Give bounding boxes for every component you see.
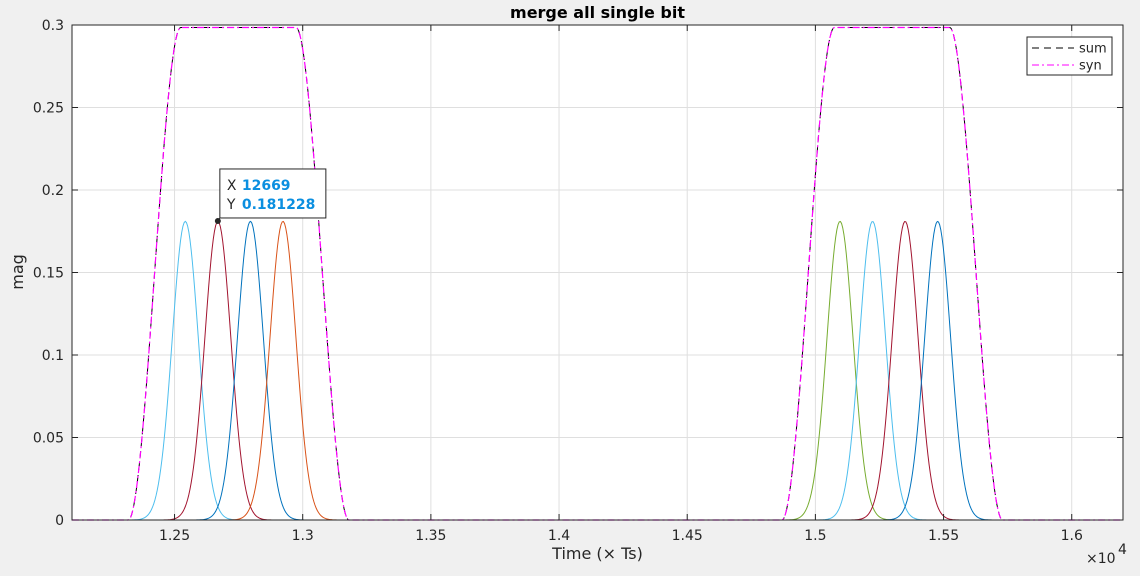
legend[interactable]: sum syn	[1026, 36, 1113, 76]
y-tick-label: 0.2	[42, 183, 64, 199]
y-axis-label: mag	[8, 254, 27, 290]
datatip-y-value: 0.181228	[242, 197, 316, 213]
y-tick-label: 0.3	[42, 18, 64, 34]
x-exponent-power: 4	[1118, 542, 1127, 558]
y-tick-label: 0.25	[33, 101, 64, 117]
x-tick-label: 1.35	[415, 528, 446, 544]
legend-box	[1026, 36, 1113, 76]
datatip-x-value: 12669	[242, 178, 291, 194]
x-exponent-base: ×10	[1086, 551, 1116, 567]
datatip-marker[interactable]	[214, 217, 221, 224]
datatip-y-label: Y	[226, 197, 236, 213]
chart-title: merge all single bit	[510, 3, 685, 22]
x-tick-label: 1.55	[928, 528, 959, 544]
x-tick-label: 1.45	[672, 528, 703, 544]
x-tick-label: 1.5	[804, 528, 826, 544]
x-tick-label: 1.4	[548, 528, 570, 544]
datatip[interactable]: X 12669 Y 0.181228	[214, 168, 327, 224]
x-tick-label: 1.6	[1061, 528, 1083, 544]
y-tick-label: 0	[55, 513, 64, 529]
y-tick-label: 0.1	[42, 348, 64, 364]
x-axis-label: Time (× Ts)	[551, 544, 643, 563]
y-tick-label: 0.15	[33, 266, 64, 282]
legend-label-sum: sum	[1079, 42, 1107, 57]
legend-label-syn: syn	[1079, 59, 1102, 74]
datatip-x-label: X	[227, 178, 237, 194]
x-tick-label: 1.3	[292, 528, 314, 544]
ticks: 1.25 1.3 1.35 1.4 1.45 1.5 1.55 1.6 0 0.05 0.1 0.15…	[33, 18, 1123, 544]
y-tick-label: 0.05	[33, 431, 64, 447]
datatip-box	[219, 168, 327, 219]
x-tick-label: 1.25	[159, 528, 190, 544]
